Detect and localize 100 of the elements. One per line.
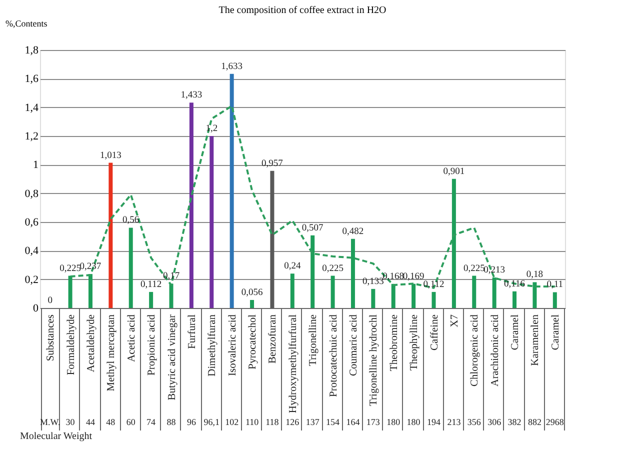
bar xyxy=(452,178,456,308)
bar xyxy=(552,292,557,308)
y-tick-label: 1,4 xyxy=(24,102,39,114)
x-tick-label: Caramel xyxy=(510,314,522,350)
x-tick-label: Trigonelline xyxy=(308,314,320,366)
bar xyxy=(310,235,315,308)
text: 173 xyxy=(366,417,380,427)
data-label: 0,225 xyxy=(60,264,82,274)
y-tick-label: 1 xyxy=(33,159,38,172)
x-tick-label: Acetaldehyde xyxy=(86,314,97,372)
data-label: 0,133 xyxy=(362,276,384,287)
bar xyxy=(290,274,294,308)
text: 96,1 xyxy=(204,417,220,427)
y-tick-label: 0,6 xyxy=(24,216,39,228)
bar xyxy=(169,284,174,308)
x-tick-label: Butyric acid vinegar xyxy=(166,314,178,400)
y-tick-label: 0,4 xyxy=(24,245,39,258)
data-label: 0,957 xyxy=(262,158,284,169)
x-tick-label: Trigonelline hydrochl xyxy=(368,314,380,406)
text: 356 xyxy=(467,417,482,427)
text: 2968 xyxy=(546,417,564,427)
text: 96 xyxy=(186,417,196,427)
y-tick-label: 0,2 xyxy=(24,274,38,286)
x-tick-label: Hydroxymethylfurfural xyxy=(288,314,299,414)
x-tick-label: Protocatechuic acid xyxy=(328,314,340,398)
y-tick-label: 1,6 xyxy=(24,73,39,86)
bar xyxy=(412,284,416,308)
bar xyxy=(149,292,154,308)
text: 180 xyxy=(386,417,401,427)
text: 102 xyxy=(225,417,239,427)
x-tick-label: Arachidonic acid xyxy=(490,314,501,387)
text: 118 xyxy=(266,417,280,427)
bar xyxy=(512,291,517,308)
y-tick-label: 1,8 xyxy=(24,44,39,56)
text: 137 xyxy=(306,417,320,427)
x-tick-label: Coumaric acid xyxy=(348,314,360,376)
data-label: 0,213 xyxy=(484,265,506,276)
text: 48 xyxy=(106,417,116,427)
data-label: 0,116 xyxy=(504,279,526,290)
data-label: 0,112 xyxy=(423,280,445,290)
x-tick-label: Substances xyxy=(46,314,57,362)
x-tick-label: Caffeine xyxy=(429,314,440,350)
text: 882 xyxy=(528,417,542,427)
data-label: 0,11 xyxy=(546,280,564,290)
data-label: 1,633 xyxy=(221,62,243,72)
data-label: 0,901 xyxy=(443,166,465,177)
bar xyxy=(230,74,234,308)
text: 110 xyxy=(245,417,260,427)
text: Molecular Weight xyxy=(20,431,92,442)
bar xyxy=(128,228,133,308)
data-label: 0,24 xyxy=(284,262,301,272)
bar xyxy=(108,162,113,308)
x-tick-label: Pyrocatechol xyxy=(248,314,259,370)
x-tick-label: Theobromine xyxy=(388,314,400,372)
data-label: 0,169 xyxy=(402,272,424,282)
bar xyxy=(189,102,194,308)
x-tick-label: Benzofuran xyxy=(268,314,279,364)
x-tick-label: Caramel xyxy=(550,314,562,350)
text: 213 xyxy=(447,417,462,427)
bar xyxy=(391,284,396,308)
data-label: 0,237 xyxy=(80,262,102,272)
x-tick-label: Karamenlen xyxy=(530,314,542,366)
bar xyxy=(350,238,355,308)
chart-title: The composition of coffee extract in H2O xyxy=(218,5,386,16)
bar xyxy=(432,292,436,308)
text: 126 xyxy=(286,417,300,427)
bar xyxy=(330,276,335,308)
text: 44 xyxy=(86,417,96,427)
x-tick-label: X7 xyxy=(449,314,460,328)
x-tick-label: Dimethylfuran xyxy=(207,314,218,376)
text: 180 xyxy=(406,417,421,427)
text: 74 xyxy=(146,417,156,427)
data-label: 1,433 xyxy=(180,90,202,101)
text: 60 xyxy=(126,417,136,427)
y-axis-title: %,Contents xyxy=(6,18,48,28)
x-tick-label: Acetic acid xyxy=(126,314,138,362)
x-tick-label: Propionic acid xyxy=(146,314,158,376)
data-label: 1,2 xyxy=(206,124,218,134)
x-tick-label: Methyl mercaptan xyxy=(106,314,118,392)
y-tick-label: 0 xyxy=(33,302,39,314)
bar xyxy=(210,136,214,308)
x-tick-label: Furfural xyxy=(186,314,198,349)
bar xyxy=(270,170,274,308)
bar xyxy=(492,277,496,308)
x-tick-label: Chlorogenic acid xyxy=(470,314,481,387)
text: 88 xyxy=(166,417,176,427)
bar xyxy=(472,276,476,308)
bar xyxy=(68,276,72,308)
y-tick-label: 0,8 xyxy=(24,188,39,200)
bar xyxy=(88,274,92,308)
text: 30 xyxy=(66,417,76,427)
data-label: 1,013 xyxy=(100,150,122,161)
text: 306 xyxy=(488,417,502,427)
data-label: 0,17 xyxy=(162,272,180,282)
text: 164 xyxy=(346,417,360,427)
text: 382 xyxy=(508,417,522,427)
data-label: 0,482 xyxy=(342,226,364,237)
data-label: 0,168 xyxy=(382,272,404,282)
x-tick-label: Isovaleric acid xyxy=(227,314,238,376)
bar xyxy=(532,282,537,308)
